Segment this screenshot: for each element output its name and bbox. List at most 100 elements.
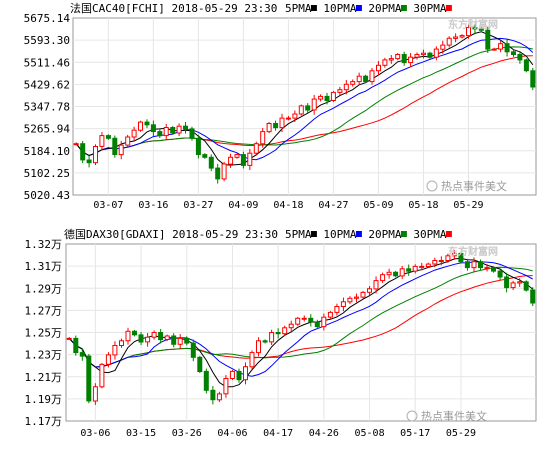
cac40-legend-swatch — [400, 5, 407, 11]
dax30-candle-body — [171, 335, 177, 345]
dax30-candle — [314, 319, 320, 329]
cac40-x-tick-label: 05-18 — [408, 200, 438, 211]
dax30-candle — [243, 362, 248, 385]
dax30-candle-body — [197, 356, 203, 372]
cac40-candle-body — [343, 83, 349, 91]
dax30-x-tick-label: 05-29 — [446, 428, 476, 439]
dax30-candle-body — [386, 271, 392, 276]
dax30-candle — [229, 370, 235, 381]
cac40-candle-body — [260, 131, 266, 145]
cac40-candle — [125, 134, 131, 148]
cac40-candle-body — [356, 75, 362, 83]
cac40-x-tick-label: 05-29 — [453, 200, 483, 211]
cac40-y-tick-label: 5102.25 — [24, 167, 70, 180]
cac40-candle-body — [157, 131, 163, 137]
dax30-legend-swatch — [400, 231, 407, 237]
cac40-candle-body — [517, 54, 523, 61]
cac40-candle-body — [163, 127, 169, 137]
dax30-candle — [86, 353, 92, 404]
dax30-candle — [484, 264, 490, 272]
cac40-x-tick-label: 03-27 — [183, 200, 213, 211]
cac40-candle — [208, 154, 214, 172]
dax30-candle — [530, 287, 536, 307]
cac40-candle-body — [382, 59, 388, 66]
cac40-candle-body — [183, 125, 188, 130]
cac40-candle-body — [80, 143, 86, 161]
dax30-candle-body — [464, 261, 470, 269]
dax30-candle — [203, 368, 209, 394]
dax30-candle — [458, 252, 464, 264]
dax30-legend-20pma: 20PMA — [368, 228, 401, 241]
dax30-candle-body — [249, 352, 255, 368]
dax30-candle-body — [275, 332, 281, 335]
dax30-candle-body — [334, 306, 340, 313]
cac40-candle — [498, 40, 504, 53]
cac40-candle — [324, 92, 330, 105]
cac40-x-tick-label: 04-09 — [228, 200, 258, 211]
cac40-candle-body — [504, 43, 510, 53]
dax30-candle — [132, 329, 137, 337]
dax30-candle-body — [406, 268, 412, 272]
cac40-ma5-line — [75, 31, 534, 166]
cac40-candle-body — [491, 48, 497, 51]
cac40-candle — [504, 39, 510, 57]
cac40-legend-swatch — [355, 5, 362, 11]
cac40-candle — [228, 153, 234, 168]
cac40-candle-body — [144, 121, 150, 126]
cac40-candle-body — [433, 48, 439, 58]
dax30-candle — [347, 296, 353, 305]
cac40-legend-swatch — [310, 5, 317, 11]
cac40-candle-body — [112, 137, 118, 156]
dax30-candle-body — [425, 263, 431, 268]
dax30-candle-body — [190, 342, 196, 358]
cac40-candle — [414, 52, 420, 60]
dax30-candle-body — [373, 280, 379, 290]
dax30-candle — [119, 338, 124, 348]
dax30-candle-body — [354, 296, 359, 299]
dax30-candle — [262, 339, 268, 344]
dax30-candle — [145, 332, 151, 347]
cac40-candle-body — [453, 36, 459, 39]
dax30-candle-body — [308, 317, 314, 323]
cac40-candle — [105, 134, 111, 140]
cac40-candle — [517, 50, 523, 64]
dax30-y-tick-label: 1.31万 — [25, 260, 63, 273]
dax30-candle-body — [340, 301, 346, 307]
cac40-candle-body — [421, 52, 426, 56]
dax30-candle-body — [451, 252, 457, 257]
cac40-candle-body — [125, 136, 131, 146]
dax30-candle-body — [327, 311, 333, 318]
dax30-candle-body — [347, 297, 353, 303]
cac40-y-tick-label: 5593.30 — [24, 34, 70, 47]
dax30-candle-body — [510, 282, 516, 289]
cac40-candle-body — [330, 91, 336, 102]
cac40-candle — [99, 132, 105, 151]
cac40-legend-20pma: 20PMA — [368, 2, 401, 15]
dax30-candle-body — [164, 335, 170, 340]
cac40-candle-body — [337, 89, 343, 93]
cac40-candle-body — [459, 35, 465, 38]
cac40-watermark: 东方财富网 热点事件美文 — [426, 18, 507, 193]
cac40-candle-body — [247, 152, 253, 166]
cac40-candle — [363, 74, 369, 84]
dax30-candle — [406, 264, 412, 276]
dax30-y-tick-label: 1.29万 — [25, 282, 63, 295]
cac40-candle-body — [234, 154, 240, 158]
dax30-ma20-line — [68, 266, 533, 368]
dax30-candle — [275, 328, 281, 339]
dax30-candle-body — [380, 274, 386, 282]
dax30-candle — [158, 328, 164, 344]
cac40-candle — [523, 58, 529, 73]
cac40-candle-body — [376, 64, 381, 72]
cac40-candle — [86, 155, 92, 168]
cac40-candle-body — [485, 29, 491, 50]
dax30-candle — [92, 383, 98, 405]
cac40-candle — [240, 151, 246, 169]
dax30-candle — [419, 262, 425, 271]
cac40-candle-body — [273, 123, 279, 129]
cac40-legend-5pma: 5PMA — [285, 2, 312, 15]
cac40-candle-body — [279, 117, 285, 129]
cac40-y-tick-label: 5511.46 — [24, 56, 70, 69]
cac40-candle-body — [150, 124, 156, 133]
cac40-candle — [170, 126, 176, 135]
